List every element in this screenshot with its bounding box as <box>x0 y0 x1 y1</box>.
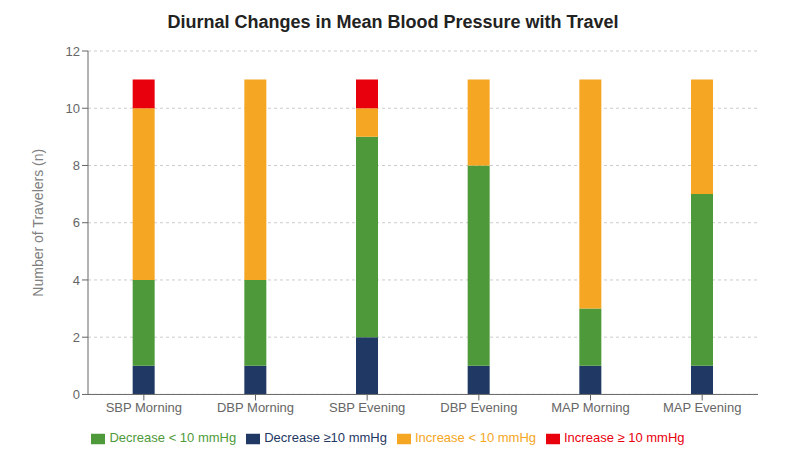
html-text:Increase < 10 mmHg: Increase < 10 mmHg <box>415 430 536 446</box>
svg-text:SBP Evening: SBP Evening <box>329 400 405 415</box>
svg-text:MAP Evening: MAP Evening <box>663 400 742 415</box>
svg-text:6: 6 <box>73 215 80 230</box>
svg-text:Number of Travelers (n): Number of Travelers (n) <box>30 149 46 297</box>
svg-text:DBP Morning: DBP Morning <box>217 400 294 415</box>
html-text:Decrease ≥10 mmHg: Decrease ≥10 mmHg <box>264 430 387 446</box>
svg-text:MAP Morning: MAP Morning <box>551 400 630 415</box>
svg-text:12: 12 <box>66 44 80 59</box>
svg-text:SBP Morning: SBP Morning <box>106 400 182 415</box>
html-text:Diurnal Changes in Mean Blood: Diurnal Changes in Mean Blood Pressure w… <box>167 12 619 32</box>
svg-text:4: 4 <box>73 273 80 288</box>
svg-text:10: 10 <box>66 101 80 116</box>
svg-text:8: 8 <box>73 158 80 173</box>
svg-text:2: 2 <box>73 330 80 345</box>
html-text:Increase ≥ 10 mmHg: Increase ≥ 10 mmHg <box>564 430 685 446</box>
svg-text:DBP Evening: DBP Evening <box>440 400 517 415</box>
svg-text:0: 0 <box>73 387 80 402</box>
html-text:Decrease < 10 mmHg: Decrease < 10 mmHg <box>109 430 237 446</box>
